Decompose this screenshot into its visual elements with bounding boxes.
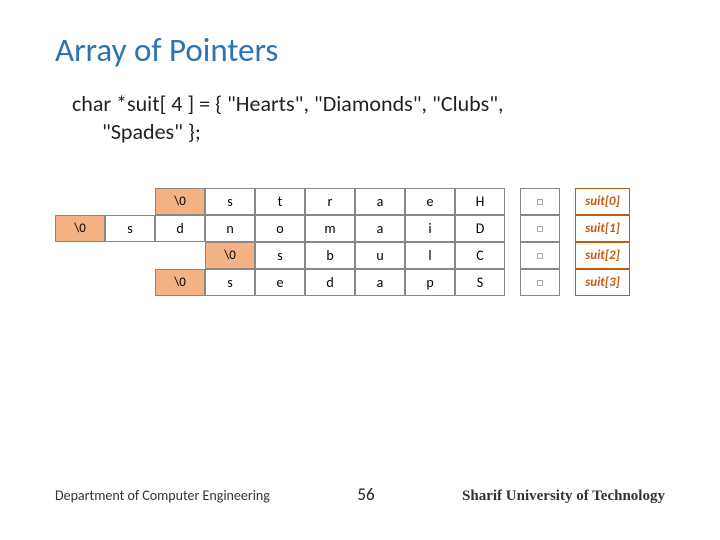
char-cell: e xyxy=(405,188,455,215)
blank-cell xyxy=(55,269,105,296)
char-cell: d xyxy=(155,215,205,242)
blank-cell xyxy=(105,188,155,215)
char-cell: s xyxy=(105,215,155,242)
suit-label: suit[1] xyxy=(575,215,630,242)
gap xyxy=(505,188,520,215)
footer: Department of Computer Engineering 56 Sh… xyxy=(55,484,665,505)
char-cell: s xyxy=(205,188,255,215)
slide-title: Array of Pointers xyxy=(55,30,278,70)
pointer-cell: □ xyxy=(520,215,560,242)
char-cell: s xyxy=(255,242,305,269)
gap xyxy=(560,269,575,296)
gap xyxy=(560,188,575,215)
gap xyxy=(560,215,575,242)
char-cell: H xyxy=(455,188,505,215)
decl-line2: "Spades" }; xyxy=(72,118,660,146)
null-terminator-cell: \0 xyxy=(155,188,205,215)
blank-cell xyxy=(155,242,205,269)
char-cell: a xyxy=(355,269,405,296)
suit-label: suit[0] xyxy=(575,188,630,215)
gap xyxy=(505,269,520,296)
null-terminator-cell: \0 xyxy=(205,242,255,269)
footer-university: Sharif University of Technology xyxy=(462,488,665,505)
suit-label: suit[2] xyxy=(575,242,630,269)
footer-dept: Department of Computer Engineering xyxy=(55,487,270,504)
char-cell: m xyxy=(305,215,355,242)
gap xyxy=(505,242,520,269)
table-row: \0straeH □ suit[0] xyxy=(55,188,665,215)
title-text: Array of Pointers xyxy=(55,30,278,70)
blank-cell xyxy=(105,242,155,269)
char-cell: a xyxy=(355,215,405,242)
slide: Array of Pointers char *suit[ 4 ] = { "H… xyxy=(0,0,720,540)
table-row: \0sbulC □ suit[2] xyxy=(55,242,665,269)
blank-cell xyxy=(55,188,105,215)
char-cell: D xyxy=(455,215,505,242)
suit-label: suit[3] xyxy=(575,269,630,296)
char-cell: u xyxy=(355,242,405,269)
code-declaration: char *suit[ 4 ] = { "Hearts", "Diamonds"… xyxy=(72,90,660,145)
pointer-cell: □ xyxy=(520,242,560,269)
char-cell: a xyxy=(355,188,405,215)
decl-line1: char *suit[ 4 ] = { "Hearts", "Diamonds"… xyxy=(72,90,504,117)
char-cell: i xyxy=(405,215,455,242)
char-cell: o xyxy=(255,215,305,242)
char-cell: s xyxy=(205,269,255,296)
gap xyxy=(505,215,520,242)
char-cell: t xyxy=(255,188,305,215)
null-terminator-cell: \0 xyxy=(55,215,105,242)
char-cell: e xyxy=(255,269,305,296)
blank-cell xyxy=(55,242,105,269)
blank-cell xyxy=(105,269,155,296)
char-cell: b xyxy=(305,242,355,269)
char-cell: n xyxy=(205,215,255,242)
memory-diagram: \0straeH□suit[0]\0sdnomaiD□suit[1]\0sbul… xyxy=(55,188,665,296)
char-cell: p xyxy=(405,269,455,296)
page-number: 56 xyxy=(357,484,374,505)
pointer-cell: □ xyxy=(520,188,560,215)
char-cell: C xyxy=(455,242,505,269)
char-cell: l xyxy=(405,242,455,269)
pointer-cell: □ xyxy=(520,269,560,296)
table-row: \0sedapS □ suit[3] xyxy=(55,269,665,296)
table-row: \0sdnomaiD □ suit[1] xyxy=(55,215,665,242)
char-cell: d xyxy=(305,269,355,296)
char-cell: S xyxy=(455,269,505,296)
gap xyxy=(560,242,575,269)
null-terminator-cell: \0 xyxy=(155,269,205,296)
char-cell: r xyxy=(305,188,355,215)
